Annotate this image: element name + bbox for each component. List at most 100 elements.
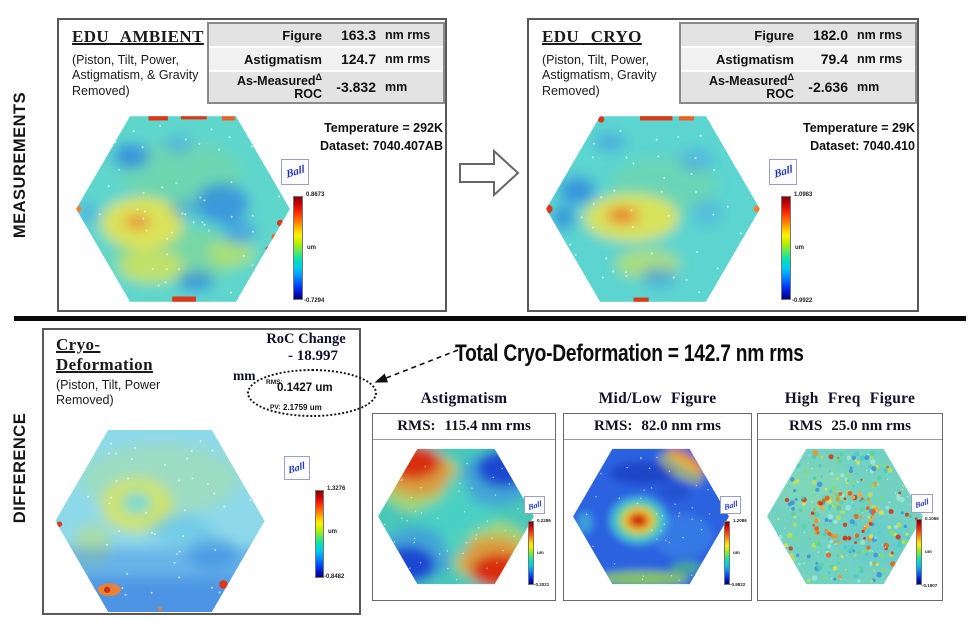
astigmatism-colorbar xyxy=(528,521,534,585)
colorbar-unit: um xyxy=(537,550,544,555)
cryo-deformation-title-line1: Cryo- xyxy=(56,335,101,354)
stat-label: As-MeasuredΔ ROC xyxy=(709,72,794,102)
temperature-text: Temperature = 29K xyxy=(803,121,915,135)
colorbar-max: 0.2286 xyxy=(537,518,551,523)
astigmatism-surface-map xyxy=(378,448,534,585)
high-freq-surface-map xyxy=(767,448,923,585)
mid-low-colorbar xyxy=(724,521,730,585)
rms-label: RMS: xyxy=(266,379,283,386)
cryo-deformation-surface-map xyxy=(55,430,265,612)
table-row: Figure 182.0 nm rms xyxy=(681,24,915,48)
dataset-text: Dataset: 7040.410 xyxy=(810,139,915,154)
colorbar-min: -0.7294 xyxy=(304,298,325,304)
table-row: Astigmatism 124.7 nm rms xyxy=(209,48,443,72)
high-freq-figure-rms: RMS 25.0 nm rms xyxy=(758,414,942,440)
high-freq-figure-panel: RMS 25.0 nm rms Ball 0.1066 um -0.1907 xyxy=(757,413,943,601)
rms-highlight-ellipse xyxy=(247,369,377,417)
cryo-colorbar xyxy=(781,196,791,300)
mid-low-figure-title: Mid/Low Figure xyxy=(598,390,717,407)
total-cryo-deformation-label: Total Cryo-Deformation = 142.7 nm rms xyxy=(455,340,804,367)
stat-label: As-MeasuredΔ ROC xyxy=(237,72,322,102)
table-row: Figure 163.3 nm rms xyxy=(209,24,443,48)
ball-aerospace-logo: Ball xyxy=(911,494,933,513)
cryo-deformation-panel: Cryo- Deformation (Piston, Tilt, Power R… xyxy=(42,328,361,615)
stat-value: 182.0 xyxy=(812,27,848,43)
ambient-to-cryo-arrow-icon xyxy=(459,148,520,198)
high-freq-figure-title: High Freq Figure xyxy=(784,390,916,407)
stat-value: -2.636 xyxy=(808,79,848,96)
ball-aerospace-logo: Ball xyxy=(720,496,741,514)
roc-change-value: - 18.997 xyxy=(288,348,338,364)
edu-cryo-subtitle: (Piston, Tilt, Power, Astigmatism, Gravi… xyxy=(542,53,657,98)
measurements-section-label: MEASUREMENTS xyxy=(11,91,29,239)
stat-label: Figure xyxy=(754,27,794,43)
stat-value: -3.832 xyxy=(336,79,376,96)
stat-unit: mm xyxy=(385,80,408,95)
mid-low-figure-surface-map xyxy=(573,448,729,585)
colorbar-max: 1.3276 xyxy=(327,486,346,492)
edu-ambient-conditions: Temperature = 292K Dataset: 7040.407AB xyxy=(209,119,443,155)
colorbar-min: -0.1907 xyxy=(922,583,938,588)
colorbar-max: 1.0983 xyxy=(794,192,813,198)
mid-low-figure-panel: RMS: 82.0 nm rms xyxy=(563,413,752,601)
colorbar-unit: um xyxy=(328,529,337,535)
stat-unit: nm rms xyxy=(385,28,431,42)
colorbar-unit: um xyxy=(925,549,932,554)
colorbar-unit: um xyxy=(795,245,804,251)
dataset-text: Dataset: 7040.407AB xyxy=(320,139,443,154)
delta-icon: Δ xyxy=(787,72,794,82)
annotation-arrow-icon xyxy=(374,349,459,383)
table-row: Astigmatism 79.4 nm rms xyxy=(681,48,915,72)
astigmatism-panel: RMS: 115.4 nm rms xyxy=(372,413,556,601)
stat-unit: nm rms xyxy=(857,28,903,42)
temperature-text: Temperature = 292K xyxy=(324,121,443,135)
ball-aerospace-logo: Ball xyxy=(769,159,797,185)
table-row: As-MeasuredΔ ROC -2.636 mm xyxy=(681,72,915,103)
stat-value: 124.7 xyxy=(340,51,376,67)
edu-cryo-stats-table: Figure 182.0 nm rms Astigmatism 79.4 nm … xyxy=(679,22,917,105)
stat-label: Astigmatism xyxy=(715,51,794,67)
astigmatism-title: Astigmatism xyxy=(420,390,508,407)
edu-ambient-panel: EDU AMBIENT (Piston, Tilt, Power, Astigm… xyxy=(57,18,447,312)
roc-change-label: RoC Change xyxy=(266,331,346,347)
delta-icon: Δ xyxy=(315,72,322,82)
stat-value: 79.4 xyxy=(820,51,848,67)
table-row: As-MeasuredΔ ROC -3.832 mm xyxy=(209,72,443,103)
colorbar-min: -0.8482 xyxy=(324,574,345,580)
edu-ambient-subtitle: (Piston, Tilt, Power, Astigmatism, & Gra… xyxy=(72,53,199,98)
stat-unit: mm xyxy=(857,80,880,95)
stat-unit: nm rms xyxy=(385,52,431,66)
roc-change-unit: mm xyxy=(233,368,256,383)
ball-aerospace-logo: Ball xyxy=(281,159,309,185)
colorbar-min: -0.2021 xyxy=(534,582,550,587)
edu-cryo-conditions: Temperature = 29K Dataset: 7040.410 xyxy=(681,119,915,155)
pv-value: 2.1759 um xyxy=(283,403,322,412)
pv-label: PV: xyxy=(270,404,281,411)
edu-ambient-stats-table: Figure 163.3 nm rms Astigmatism 124.7 nm… xyxy=(207,22,445,105)
cryo-deformation-title-line2: Deformation xyxy=(56,355,153,374)
section-divider xyxy=(14,316,966,321)
colorbar-unit: um xyxy=(733,550,740,555)
colorbar-min: -0.9822 xyxy=(730,582,746,587)
edu-cryo-title: EDU CRYO xyxy=(542,27,642,46)
cryo-deformation-colorbar xyxy=(315,490,324,578)
stat-label: Astigmatism xyxy=(243,51,322,67)
rms-value: 0.1427 um xyxy=(277,382,333,394)
colorbar-max: 0.1066 xyxy=(925,516,939,521)
colorbar-max: 0.8673 xyxy=(306,192,325,198)
high-freq-colorbar xyxy=(916,519,922,585)
colorbar-max: 1.2086 xyxy=(733,518,747,523)
stat-label: Figure xyxy=(282,27,322,43)
edu-cryo-surface-map xyxy=(546,116,760,302)
cryo-deformation-subtitle: (Piston, Tilt, Power Removed) xyxy=(56,378,161,408)
stat-value: 163.3 xyxy=(340,27,376,43)
ball-aerospace-logo: Ball xyxy=(284,456,310,480)
astigmatism-rms: RMS: 115.4 nm rms xyxy=(373,414,555,440)
colorbar-min: -0.9922 xyxy=(792,298,813,304)
stat-unit: nm rms xyxy=(857,52,903,66)
edu-ambient-title: EDU AMBIENT xyxy=(72,27,204,46)
ambient-colorbar xyxy=(293,196,303,300)
ball-aerospace-logo: Ball xyxy=(524,496,545,514)
edu-ambient-surface-map xyxy=(76,116,290,302)
